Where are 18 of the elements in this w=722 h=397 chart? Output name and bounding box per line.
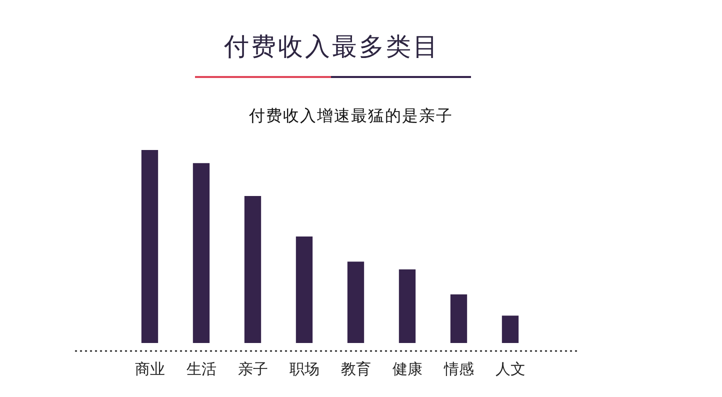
bar: [347, 262, 364, 343]
x-tick-label: 教育: [340, 360, 371, 378]
bar: [141, 150, 158, 343]
bar: [296, 236, 313, 343]
x-tick-label: 健康: [392, 360, 422, 378]
x-tick-label: 情感: [442, 360, 474, 378]
bar: [398, 269, 416, 343]
x-tick-label: 生活: [186, 360, 216, 378]
x-tick-label: 亲子: [238, 360, 268, 378]
x-tick-label: 商业: [134, 360, 165, 378]
bar: [244, 196, 262, 343]
bar: [502, 316, 519, 343]
x-tick-label: 人文: [495, 360, 526, 378]
x-tick-label: 职场: [289, 360, 320, 378]
chart-subtitle: 付费收入增速最猛的是亲子: [248, 106, 454, 127]
chart-title: 付费收入最多类目: [223, 31, 441, 63]
bar: [192, 163, 210, 343]
bar: [450, 294, 468, 343]
